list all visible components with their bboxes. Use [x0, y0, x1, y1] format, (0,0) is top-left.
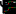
Text: $\mathbf{p}$: $\mathbf{p}$	[5, 7, 16, 14]
Legend: E$_{in}$=200MeV, E$_{in}$=400MeV, E$_{in}$=600MeV, E$_{in}$=800MeV, E$_{in}$=100: E$_{in}$=200MeV, E$_{in}$=400MeV, E$_{in…	[0, 0, 7, 14]
Text: Probability of no collision: Probability of no collision	[1, 0, 16, 14]
Line: E$_{in}$=200MeV: E$_{in}$=200MeV	[3, 7, 16, 12]
Line: E$_{in}$=400MeV: E$_{in}$=400MeV	[3, 7, 16, 12]
Text: $\mathbf{n}$: $\mathbf{n}$	[5, 1, 16, 14]
Text: (a): (a)	[4, 1, 16, 14]
Line: E$_{in}$=1000MeV: E$_{in}$=1000MeV	[3, 7, 16, 12]
Line: E$_{in}$=800MeV: E$_{in}$=800MeV	[3, 7, 16, 12]
Line: E$_{in}$=600MeV: E$_{in}$=600MeV	[3, 7, 16, 12]
Text: (b): (b)	[4, 7, 16, 14]
